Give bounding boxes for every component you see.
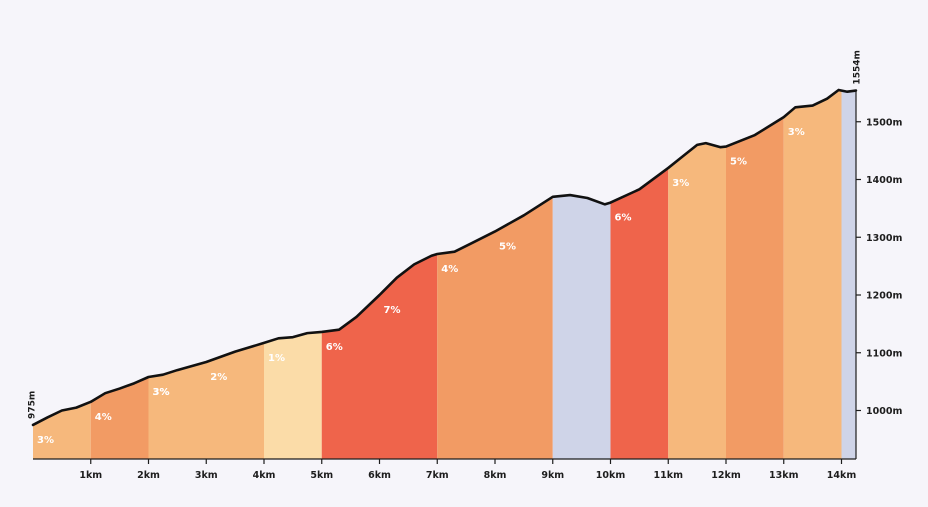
- x-tick-label: 5km: [310, 470, 333, 481]
- gradient-label-extra-3: 7%: [384, 305, 401, 316]
- x-tick-label: 7km: [426, 470, 449, 481]
- x-tick-label: 14km: [827, 470, 857, 481]
- x-tick-label: 4km: [253, 470, 276, 481]
- y-tick-label: 1200m: [866, 291, 902, 302]
- gradient-segment-9: [668, 89, 726, 459]
- gradient-label-segment-9: 3%: [672, 178, 689, 189]
- gradient-segment-8: [610, 89, 669, 459]
- x-tick-label: 2km: [137, 470, 160, 481]
- gradient-label-extra-1: 3%: [153, 387, 170, 398]
- x-tick-label: 3km: [195, 470, 218, 481]
- gradient-label-segment-3: 3%: [153, 387, 170, 398]
- x-tick-label: 1km: [79, 470, 102, 481]
- x-tick-label: 9km: [541, 470, 564, 481]
- x-tick-label: 6km: [368, 470, 391, 481]
- gradient-label-segment-2: 4%: [95, 412, 112, 423]
- start-elevation-label: 975m: [28, 391, 38, 419]
- gradient-segment-12: [841, 89, 856, 459]
- elevation-line: [31, 88, 858, 427]
- end-elevation-label: 1554m: [853, 50, 863, 84]
- gradient-label-segment-4: 1%: [268, 353, 285, 364]
- x-tick-label: 12km: [711, 470, 741, 481]
- gradient-label-segment-10: 5%: [730, 157, 747, 168]
- endpoint-labels: 975m 1554m: [28, 50, 863, 419]
- y-tick-label: 1300m: [866, 233, 902, 244]
- gradient-label-extra-2: 2%: [210, 372, 227, 383]
- gradient-segment-2: [90, 89, 149, 459]
- gradient-labels: 3%4%3%1%6%4%6%3%5%3%3%2%7%5%: [37, 127, 805, 446]
- elevation-profile: [31, 88, 858, 427]
- gradient-segment-7: [552, 89, 611, 459]
- gradient-segment-1: [33, 89, 91, 459]
- x-tick-label: 8km: [484, 470, 507, 481]
- x-axis: 1km 2km 3km 4km 5km 6km 7km 8km 9km 10km 11km 12km 1…: [33, 458, 857, 481]
- y-tick-label: 1000m: [866, 406, 902, 417]
- gradient-segment-11: [783, 89, 842, 459]
- gradient-label-segment-11: 3%: [788, 127, 805, 138]
- y-tick-label: 1500m: [866, 117, 902, 128]
- gradient-label-segment-6: 4%: [441, 264, 458, 275]
- gradient-label-segment-5: 6%: [326, 342, 343, 353]
- gradient-segment-5: [321, 89, 438, 459]
- gradient-label-segment-1: 3%: [37, 435, 54, 446]
- x-tick-label: 11km: [654, 470, 684, 481]
- y-tick-label: 1400m: [866, 175, 902, 186]
- gradient-segment-10: [726, 89, 784, 459]
- gradient-label-segment-8: 6%: [615, 213, 632, 224]
- gradient-segment-6: [437, 89, 553, 459]
- gradient-label-extra-4: 5%: [499, 241, 516, 252]
- y-axis: 1000m 1100m 1200m 1300m 1400m 1500m: [855, 90, 902, 459]
- x-tick-label: 10km: [596, 470, 626, 481]
- y-tick-label: 1100m: [866, 348, 902, 359]
- x-tick-label: 13km: [769, 470, 799, 481]
- gradient-segment-4: [264, 89, 322, 459]
